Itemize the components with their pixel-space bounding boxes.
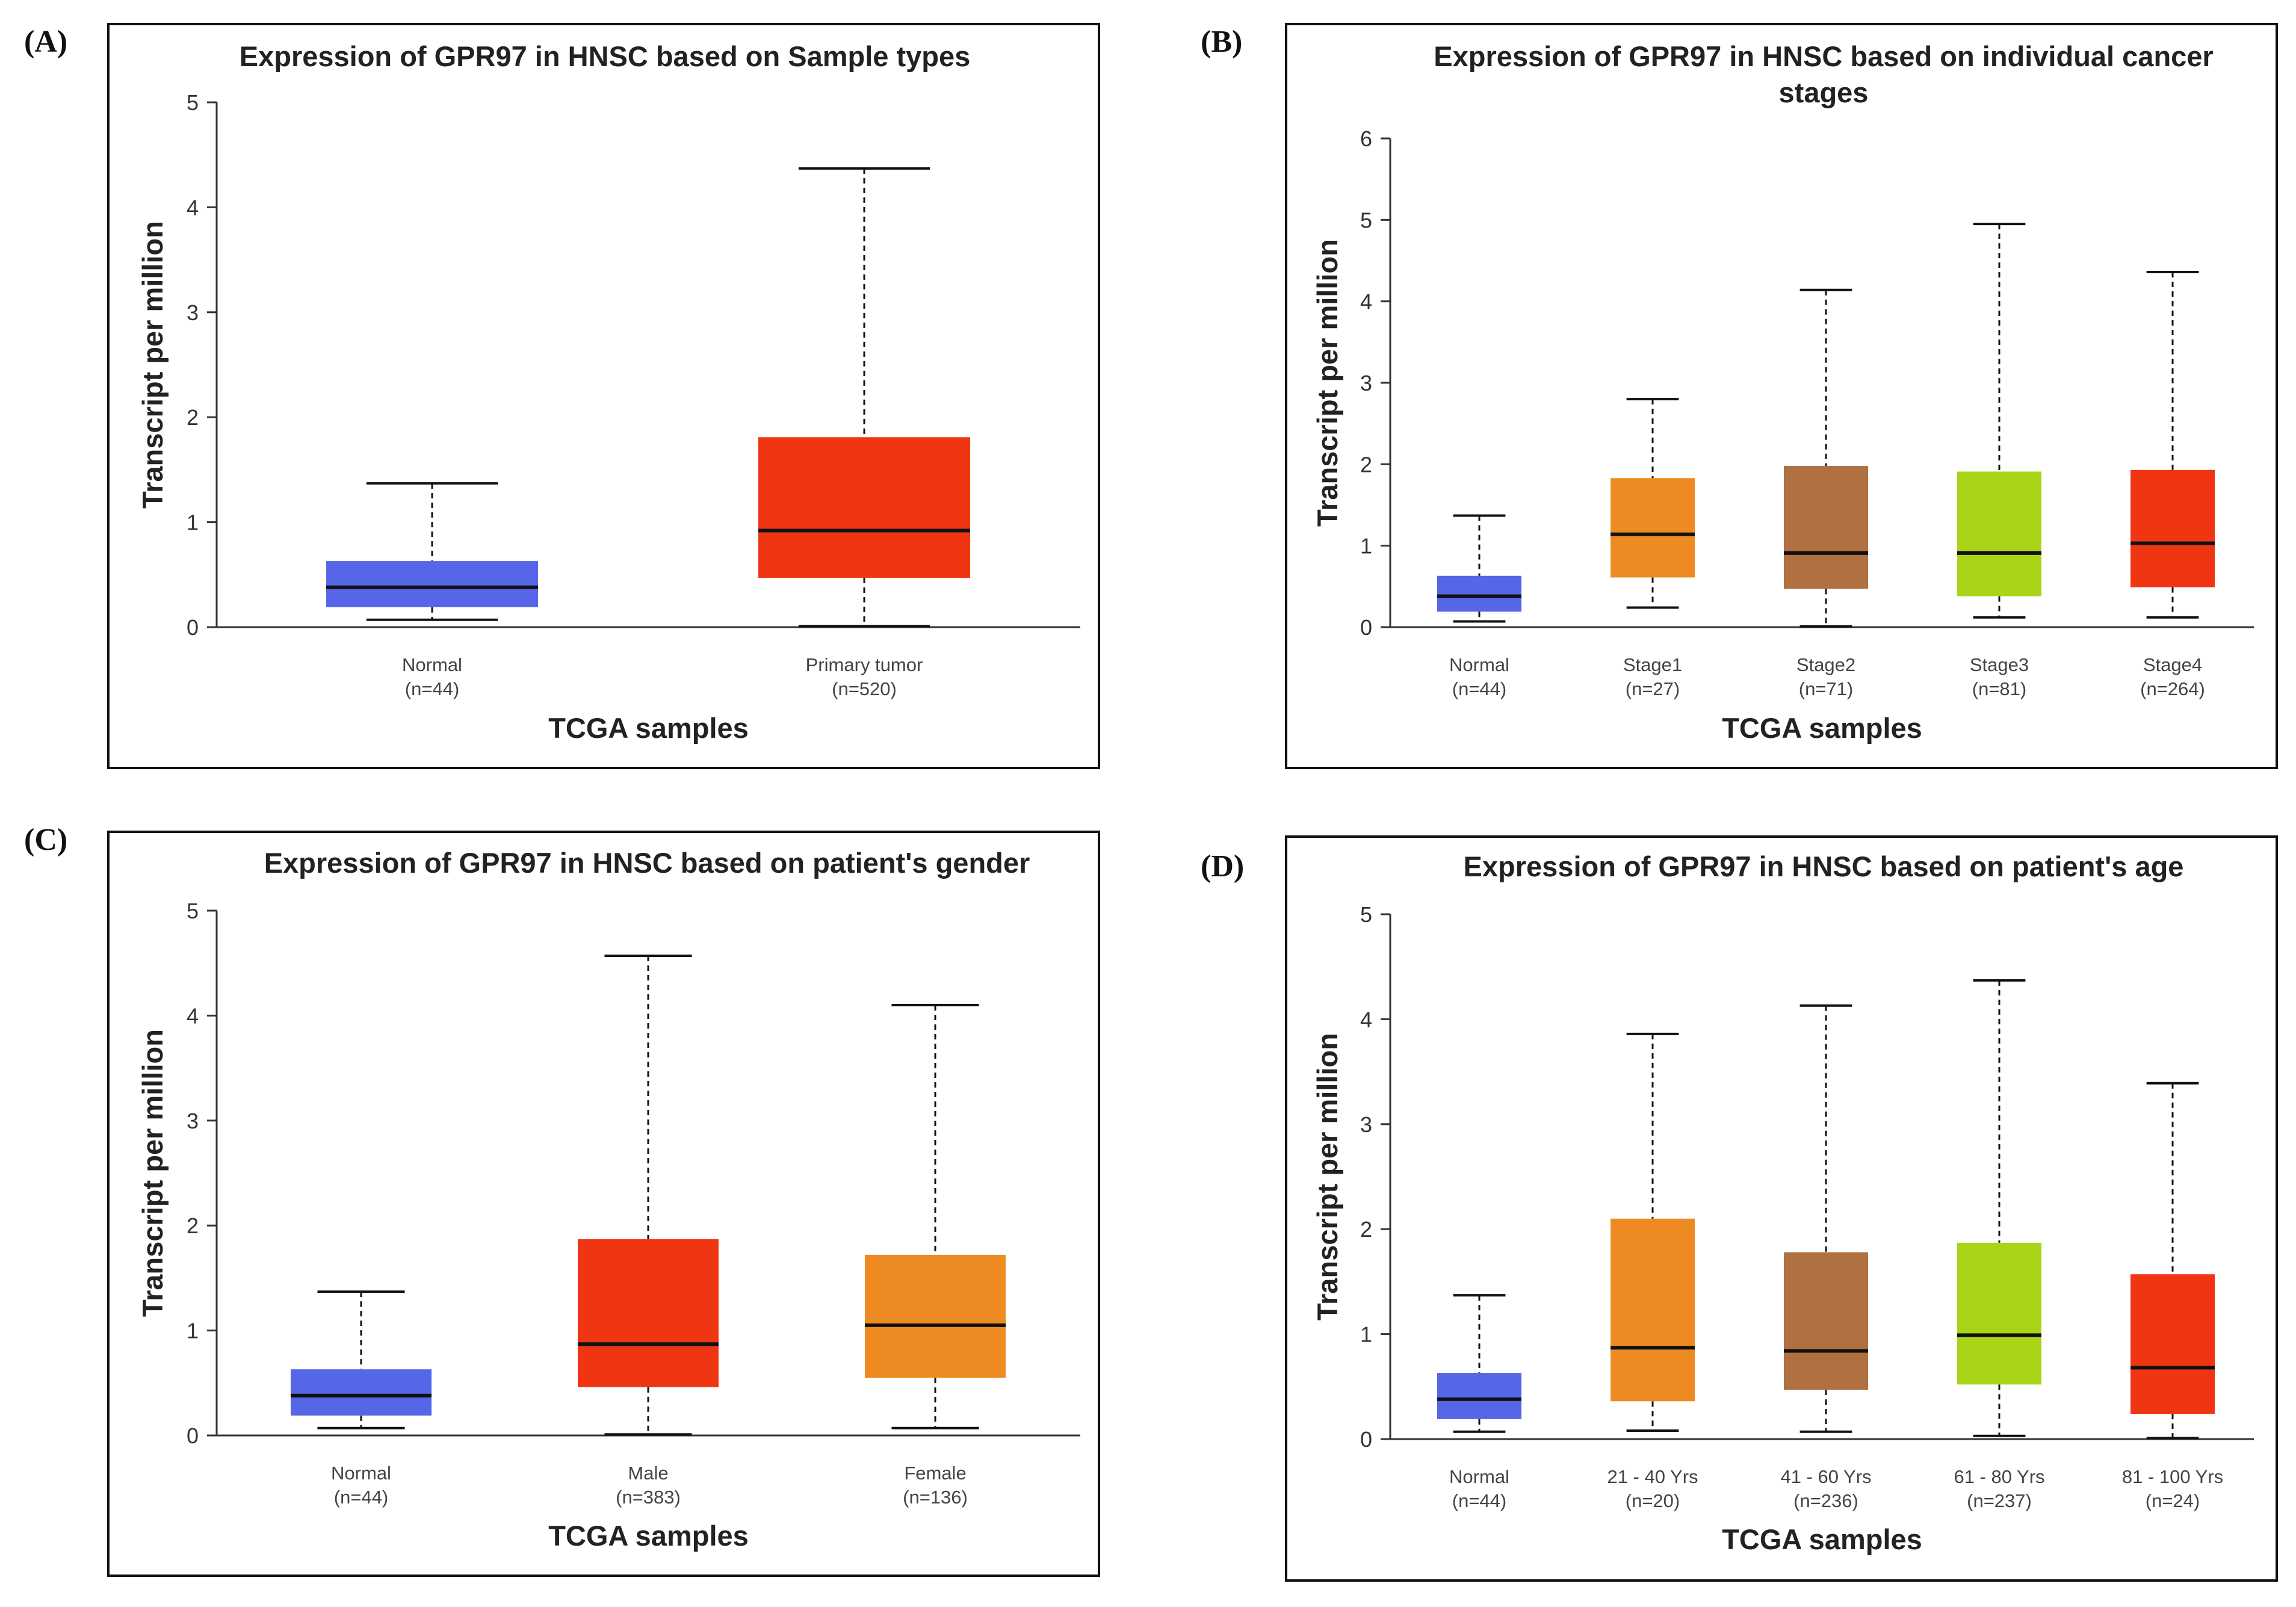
category-label: Stage3 bbox=[1970, 654, 2029, 675]
y-tick-label: 5 bbox=[1360, 902, 1372, 927]
category-count-label: (n=236) bbox=[1793, 1490, 1858, 1511]
category-count-label: (n=520) bbox=[832, 678, 897, 699]
category-label: Primary tumor bbox=[806, 654, 923, 675]
y-tick-label: 3 bbox=[187, 1109, 199, 1133]
x-axis-label: TCGA samples bbox=[1722, 1523, 1922, 1555]
y-tick-label: 2 bbox=[187, 405, 199, 430]
category-count-label: (n=237) bbox=[1967, 1490, 2032, 1511]
y-tick-label: 2 bbox=[187, 1213, 199, 1238]
category-label: Normal bbox=[1449, 654, 1509, 675]
y-tick-label: 4 bbox=[187, 195, 199, 220]
box-stage1-iqr-box bbox=[1611, 478, 1695, 578]
panel-letter-b: (B) bbox=[1201, 25, 1243, 59]
box-normal-iqr-box bbox=[1437, 1373, 1521, 1419]
category-label: 21 - 40 Yrs bbox=[1607, 1466, 1698, 1487]
category-label: Stage1 bbox=[1623, 654, 1682, 675]
y-tick-label: 5 bbox=[187, 899, 199, 923]
box-61-80-yrs-iqr-box bbox=[1957, 1242, 2041, 1385]
box-female-iqr-box bbox=[865, 1255, 1006, 1378]
box-stage4-iqr-box bbox=[2130, 469, 2215, 587]
y-axis-label: Transcript per million bbox=[1311, 1033, 1343, 1321]
category-count-label: (n=44) bbox=[334, 1487, 388, 1508]
category-label: Female bbox=[904, 1463, 966, 1484]
y-tick-label: 1 bbox=[1360, 1322, 1372, 1347]
box-male-iqr-box bbox=[578, 1239, 719, 1387]
panel-b-frame bbox=[1285, 23, 2278, 769]
panel-a-frame bbox=[107, 23, 1100, 769]
y-tick-label: 0 bbox=[187, 615, 199, 640]
y-tick-label: 3 bbox=[1360, 371, 1372, 395]
box-stage3-iqr-box bbox=[1957, 471, 2041, 596]
x-axis-label: TCGA samples bbox=[548, 1520, 749, 1552]
box-stage2-iqr-box bbox=[1784, 466, 1868, 589]
panel-c-frame bbox=[107, 831, 1100, 1577]
y-axis-label: Transcript per million bbox=[137, 1029, 169, 1317]
chart-title: Expression of GPR97 in HNSC based on ind… bbox=[1434, 40, 2213, 72]
panel-d-frame bbox=[1285, 835, 2278, 1582]
y-tick-label: 2 bbox=[1360, 1217, 1372, 1242]
box-81-100-yrs-iqr-box bbox=[2130, 1274, 2215, 1414]
category-label: 61 - 80 Yrs bbox=[1954, 1466, 2044, 1487]
box-normal-iqr-box bbox=[326, 561, 538, 607]
box-normal-iqr-box bbox=[291, 1369, 432, 1416]
panel-letter-c: (C) bbox=[24, 823, 68, 857]
y-tick-label: 6 bbox=[1360, 126, 1372, 151]
y-tick-label: 5 bbox=[187, 90, 199, 115]
x-axis-label: TCGA samples bbox=[1722, 712, 1922, 744]
chart-title: Expression of GPR97 in HNSC based on pat… bbox=[1464, 850, 2184, 882]
chart-title: stages bbox=[1779, 76, 1869, 108]
category-count-label: (n=71) bbox=[1799, 678, 1853, 699]
y-tick-label: 3 bbox=[1360, 1112, 1372, 1137]
category-count-label: (n=20) bbox=[1626, 1490, 1680, 1511]
category-count-label: (n=44) bbox=[405, 678, 459, 699]
x-axis-label: TCGA samples bbox=[548, 712, 749, 744]
category-label: Normal bbox=[402, 654, 462, 675]
y-tick-label: 3 bbox=[187, 300, 199, 325]
category-label: Stage2 bbox=[1796, 654, 1855, 675]
category-count-label: (n=24) bbox=[2146, 1490, 2200, 1511]
category-label: Normal bbox=[331, 1463, 391, 1484]
y-tick-label: 1 bbox=[1360, 534, 1372, 559]
category-label: Normal bbox=[1449, 1466, 1509, 1487]
box-primary-tumor-iqr-box bbox=[758, 437, 970, 578]
y-tick-label: 1 bbox=[187, 510, 199, 535]
category-count-label: (n=264) bbox=[2140, 678, 2205, 699]
y-axis-label: Transcript per million bbox=[1311, 239, 1343, 527]
category-label: Stage4 bbox=[2143, 654, 2202, 675]
category-count-label: (n=136) bbox=[903, 1487, 968, 1508]
category-label: Male bbox=[628, 1463, 668, 1484]
y-tick-label: 0 bbox=[1360, 615, 1372, 640]
category-count-label: (n=44) bbox=[1452, 678, 1506, 699]
box-21-40-yrs-iqr-box bbox=[1611, 1218, 1695, 1402]
y-tick-label: 4 bbox=[187, 1003, 199, 1028]
category-count-label: (n=383) bbox=[616, 1487, 681, 1508]
y-tick-label: 4 bbox=[1360, 290, 1372, 314]
y-tick-label: 1 bbox=[187, 1319, 199, 1343]
category-label: 41 - 60 Yrs bbox=[1780, 1466, 1871, 1487]
chart-title: Expression of GPR97 in HNSC based on Sam… bbox=[240, 40, 971, 72]
y-tick-label: 4 bbox=[1360, 1007, 1372, 1032]
category-count-label: (n=81) bbox=[1972, 678, 2026, 699]
y-tick-label: 0 bbox=[187, 1423, 199, 1448]
category-count-label: (n=27) bbox=[1626, 678, 1680, 699]
category-count-label: (n=44) bbox=[1452, 1490, 1506, 1511]
y-tick-label: 0 bbox=[1360, 1427, 1372, 1452]
box-41-60-yrs-iqr-box bbox=[1784, 1252, 1868, 1390]
box-normal-iqr-box bbox=[1437, 575, 1521, 612]
panel-letter-a: (A) bbox=[24, 25, 68, 59]
category-label: 81 - 100 Yrs bbox=[2122, 1466, 2223, 1487]
panel-letter-d: (D) bbox=[1201, 849, 1245, 884]
chart-title: Expression of GPR97 in HNSC based on pat… bbox=[264, 847, 1030, 879]
y-tick-label: 2 bbox=[1360, 452, 1372, 477]
y-axis-label: Transcript per million bbox=[137, 221, 169, 509]
y-tick-label: 5 bbox=[1360, 208, 1372, 232]
